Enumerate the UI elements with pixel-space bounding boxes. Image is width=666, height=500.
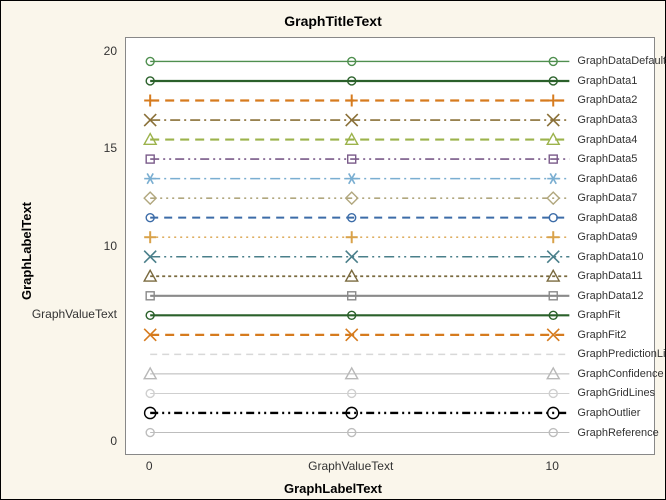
series-marker [144,368,156,379]
y-tick-label: 20 [104,44,117,58]
series-marker [144,231,156,243]
series-label: GraphData8 [577,212,637,224]
x-tick-label: 10 [546,459,559,473]
series-label: GraphData7 [577,192,637,204]
series-marker [346,368,358,379]
chart-container: GraphTitleText GraphLabelText GraphDataD… [0,0,666,500]
series-marker [547,231,559,243]
series-label: GraphData12 [577,290,643,302]
series-label: GraphData2 [577,94,637,106]
chart-title: GraphTitleText [1,13,665,29]
series-label: GraphData3 [577,114,637,126]
y-tick-label: 0 [110,434,117,448]
series-label: GraphFit2 [577,329,626,341]
series-marker [346,231,358,243]
x-tick-label: GraphValueText [308,459,393,473]
series-marker [346,94,358,106]
y-tick-label: 15 [104,141,117,155]
series-marker [144,173,156,183]
y-axis-label: GraphLabelText [19,202,34,300]
series-label: GraphData5 [577,153,637,165]
series-label: GraphReference [577,427,658,439]
series-label: GraphConfidence [577,368,663,380]
series-label: GraphDataDefault [577,55,666,67]
series-label: GraphGridLines [577,387,655,399]
series-marker [547,368,559,379]
x-axis-label: GraphLabelText [1,481,665,496]
series-marker [549,214,557,222]
series-label: GraphData9 [577,231,637,243]
series-marker [144,94,156,106]
series-label: GraphData1 [577,75,637,87]
series-label: GraphData6 [577,173,637,185]
plot-area: GraphDataDefaultGraphData1GraphData2Grap… [125,37,655,455]
x-tick-label: 0 [146,459,153,473]
series-label: GraphData11 [577,270,642,282]
plot-svg [126,38,654,454]
series-label: GraphData10 [577,251,643,263]
series-marker [547,173,559,183]
series-label: GraphData4 [577,134,637,146]
series-label: GraphFit [577,309,620,321]
series-label: GraphPredictionLimits [577,348,666,360]
series-marker [346,173,358,183]
series-label: GraphOutlier [577,407,640,419]
series-marker [547,94,559,106]
y-tick-label: 10 [104,239,117,253]
y-tick-label: GraphValueText [32,307,117,321]
